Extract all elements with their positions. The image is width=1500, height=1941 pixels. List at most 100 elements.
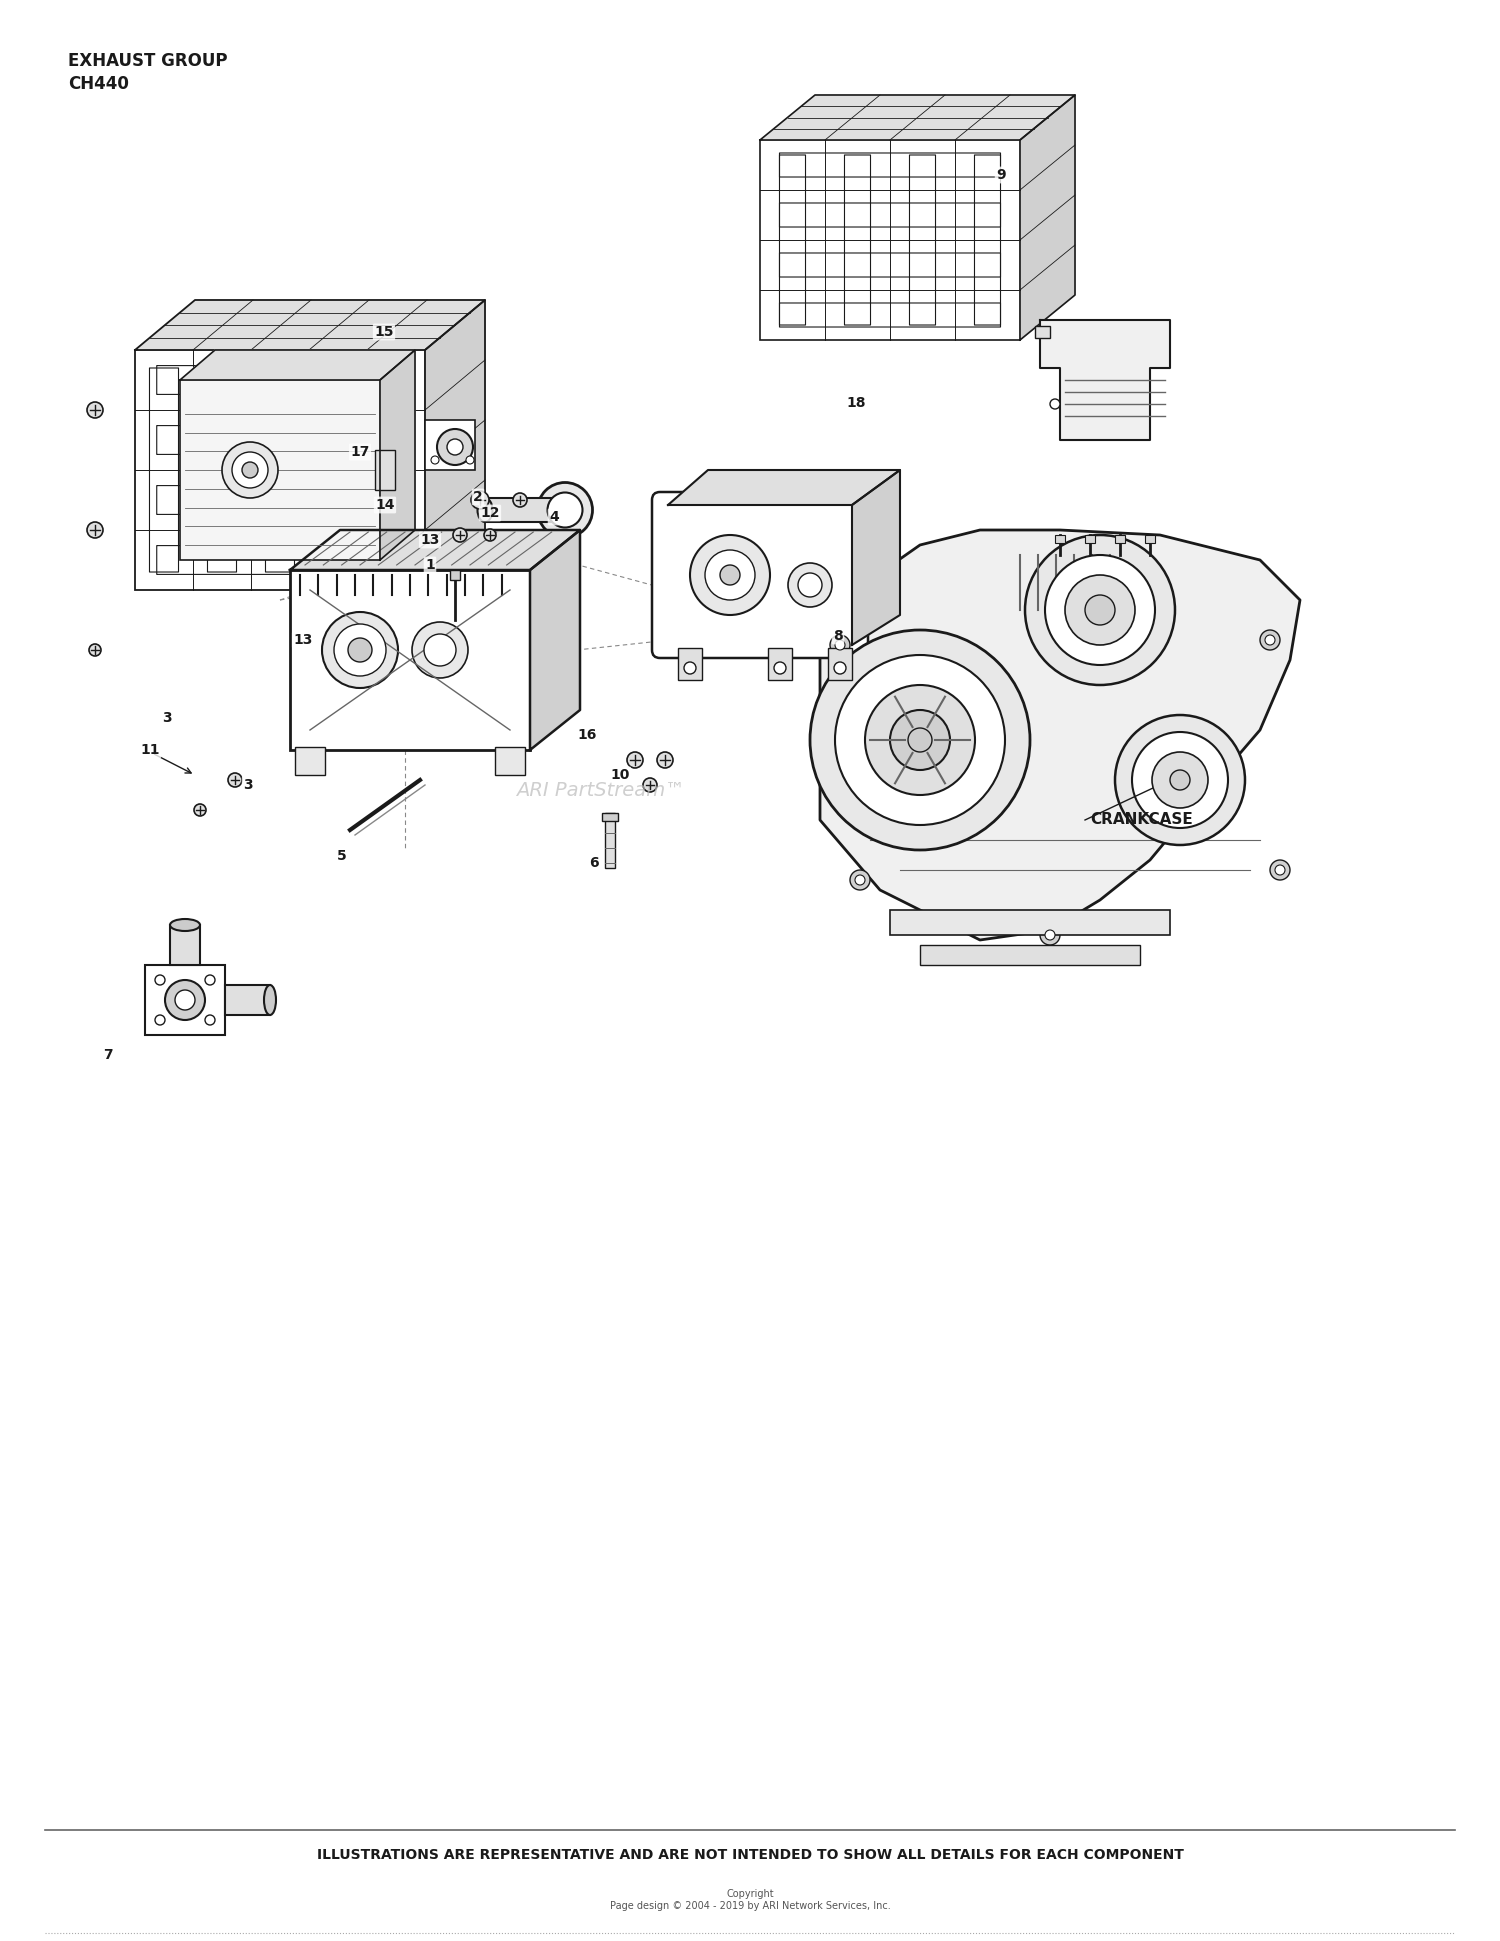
- Bar: [602, 813, 618, 821]
- Bar: [828, 648, 852, 679]
- Circle shape: [513, 493, 526, 507]
- Circle shape: [87, 522, 104, 538]
- Bar: [375, 450, 394, 489]
- Text: 9: 9: [996, 169, 1006, 182]
- Circle shape: [154, 1015, 165, 1025]
- Bar: [296, 747, 326, 774]
- Text: 7: 7: [104, 1048, 112, 1062]
- Bar: [1114, 536, 1125, 543]
- Circle shape: [1024, 536, 1174, 685]
- Bar: [450, 571, 460, 580]
- Circle shape: [165, 980, 206, 1021]
- Circle shape: [228, 773, 242, 786]
- Circle shape: [242, 462, 258, 477]
- Circle shape: [436, 429, 472, 466]
- Text: ILLUSTRATIONS ARE REPRESENTATIVE AND ARE NOT INTENDED TO SHOW ALL DETAILS FOR EA: ILLUSTRATIONS ARE REPRESENTATIVE AND ARE…: [316, 1848, 1184, 1861]
- Circle shape: [413, 621, 468, 677]
- Bar: [180, 380, 380, 561]
- Text: 12: 12: [480, 507, 500, 520]
- Polygon shape: [1020, 95, 1076, 340]
- Circle shape: [1046, 555, 1155, 666]
- Ellipse shape: [537, 483, 592, 538]
- Text: Copyright
Page design © 2004 - 2019 by ARI Network Services, Inc.: Copyright Page design © 2004 - 2019 by A…: [609, 1889, 891, 1910]
- Circle shape: [1264, 635, 1275, 644]
- Circle shape: [424, 635, 456, 666]
- Circle shape: [836, 654, 1005, 825]
- Circle shape: [222, 443, 278, 499]
- Text: 10: 10: [610, 769, 630, 782]
- Bar: [760, 140, 1020, 340]
- Circle shape: [627, 751, 644, 769]
- Circle shape: [1050, 400, 1060, 410]
- Ellipse shape: [477, 499, 492, 522]
- Bar: [146, 965, 225, 1035]
- Circle shape: [194, 804, 206, 815]
- Text: 17: 17: [351, 444, 369, 458]
- Bar: [890, 910, 1170, 936]
- Circle shape: [430, 456, 439, 464]
- Circle shape: [1040, 926, 1060, 945]
- Polygon shape: [821, 530, 1300, 939]
- Circle shape: [1132, 732, 1228, 829]
- Polygon shape: [380, 349, 416, 561]
- Circle shape: [348, 639, 372, 662]
- Ellipse shape: [264, 984, 276, 1015]
- Circle shape: [447, 439, 464, 454]
- Circle shape: [1084, 596, 1114, 625]
- Text: 4: 4: [549, 510, 560, 524]
- Circle shape: [774, 662, 786, 674]
- Text: 2: 2: [472, 489, 483, 505]
- Bar: [225, 984, 270, 1015]
- Polygon shape: [1040, 320, 1170, 441]
- Bar: [170, 926, 200, 965]
- Circle shape: [1270, 860, 1290, 879]
- Circle shape: [466, 456, 474, 464]
- Text: 5: 5: [338, 848, 346, 864]
- Circle shape: [176, 990, 195, 1009]
- Circle shape: [788, 563, 832, 608]
- Text: 3: 3: [243, 778, 254, 792]
- Polygon shape: [290, 530, 580, 571]
- Polygon shape: [180, 349, 416, 380]
- Circle shape: [1170, 771, 1190, 790]
- Bar: [604, 813, 615, 868]
- Text: EXHAUST GROUP: EXHAUST GROUP: [68, 52, 228, 70]
- Circle shape: [154, 974, 165, 984]
- Bar: [424, 419, 476, 470]
- Ellipse shape: [548, 493, 582, 528]
- Polygon shape: [135, 301, 484, 349]
- Bar: [484, 499, 566, 522]
- Circle shape: [1046, 930, 1054, 939]
- Text: 8: 8: [833, 629, 843, 642]
- Circle shape: [690, 536, 770, 615]
- Circle shape: [830, 635, 850, 654]
- Circle shape: [720, 565, 740, 584]
- Polygon shape: [424, 301, 484, 590]
- Circle shape: [810, 631, 1030, 850]
- Text: 13: 13: [420, 534, 440, 547]
- Bar: [495, 747, 525, 774]
- Text: CH440: CH440: [68, 76, 129, 93]
- Circle shape: [334, 623, 386, 675]
- Circle shape: [471, 491, 489, 509]
- Circle shape: [644, 778, 657, 792]
- Circle shape: [206, 974, 214, 984]
- Circle shape: [484, 530, 496, 542]
- Circle shape: [657, 751, 674, 769]
- Circle shape: [1275, 866, 1286, 875]
- FancyBboxPatch shape: [652, 491, 868, 658]
- Polygon shape: [852, 470, 900, 644]
- Circle shape: [890, 710, 950, 771]
- Text: ARI PartStream™: ARI PartStream™: [516, 780, 684, 800]
- Bar: [1144, 536, 1155, 543]
- Text: 14: 14: [375, 499, 394, 512]
- Text: 6: 6: [590, 856, 598, 870]
- Circle shape: [206, 1015, 214, 1025]
- Text: 3: 3: [162, 710, 172, 726]
- Text: 18: 18: [846, 396, 865, 410]
- Circle shape: [836, 641, 844, 650]
- Circle shape: [232, 452, 268, 487]
- Circle shape: [865, 685, 975, 796]
- Polygon shape: [668, 470, 900, 505]
- Bar: [1054, 536, 1065, 543]
